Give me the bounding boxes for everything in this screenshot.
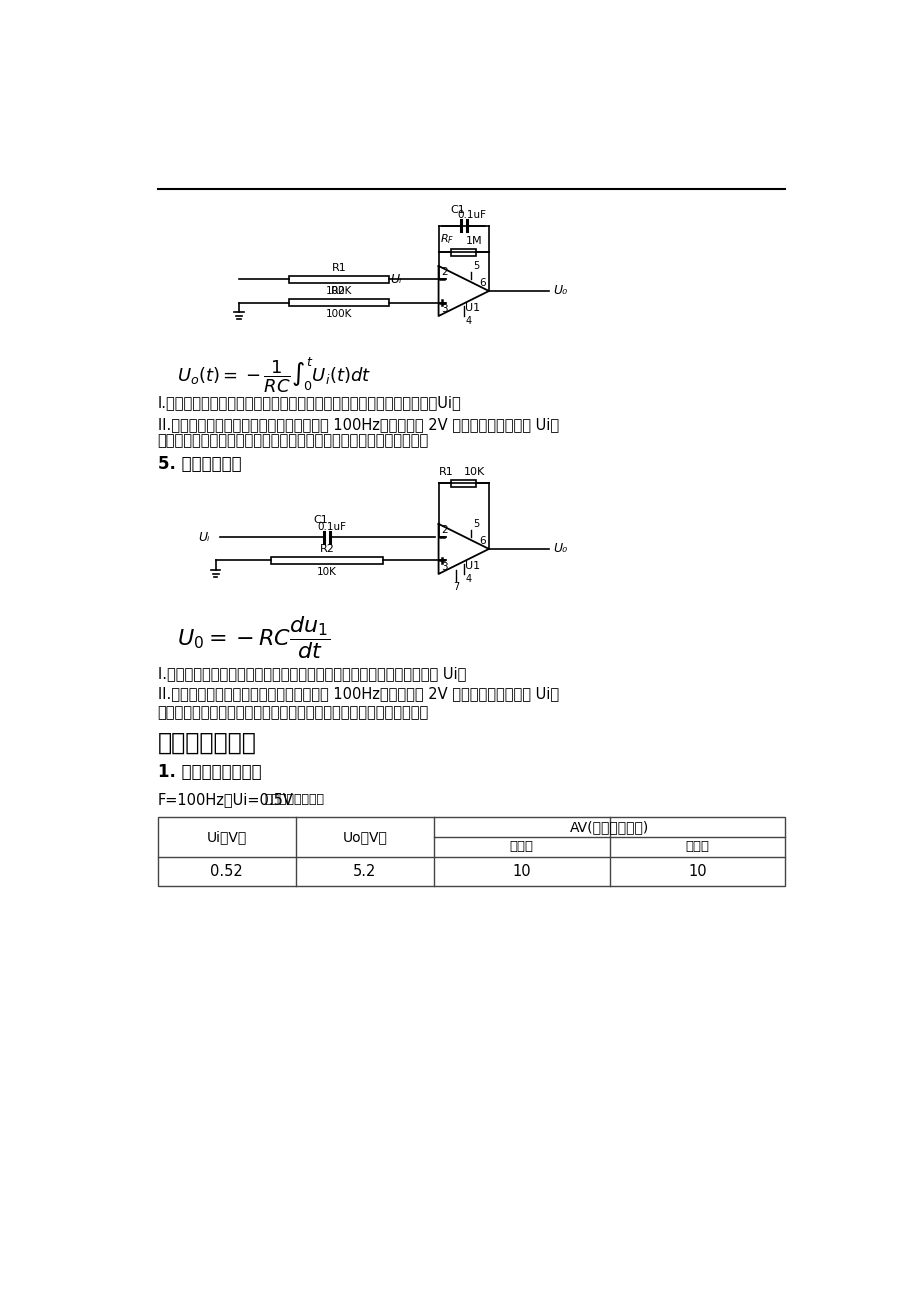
Text: 6: 6 — [479, 536, 486, 546]
Text: 100K: 100K — [325, 286, 352, 297]
Text: $U_0=-RC\dfrac{du_1}{dt}$: $U_0=-RC\dfrac{du_1}{dt}$ — [176, 615, 330, 660]
Text: C1: C1 — [313, 516, 328, 525]
Text: R1: R1 — [331, 263, 346, 273]
Text: 1M: 1M — [466, 237, 482, 246]
Text: AV(电压放大倍数): AV(电压放大倍数) — [570, 820, 649, 833]
Text: 4: 4 — [465, 574, 471, 585]
Text: Uᵢ: Uᵢ — [390, 273, 401, 286]
Text: Ui（V）: Ui（V） — [207, 829, 246, 844]
Text: I.　关闭系统电源。按微分电路如上图所示正确连接。连接信号源输出和 Ui。: I. 关闭系统电源。按微分电路如上图所示正确连接。连接信号源输出和 Ui。 — [157, 667, 466, 681]
Text: I.　关闭系统电源。按积分电路如上图所示正确连接。连接信号源输出和Ui。: I. 关闭系统电源。按积分电路如上图所示正确连接。连接信号源输出和Ui。 — [157, 395, 460, 410]
Text: 2: 2 — [440, 267, 447, 277]
Text: U1: U1 — [465, 561, 480, 570]
Text: R1: R1 — [439, 467, 454, 478]
Text: 0.1uF: 0.1uF — [457, 210, 485, 220]
Text: 五、实验结果：: 五、实验结果： — [157, 730, 256, 755]
Text: 2: 2 — [440, 525, 447, 535]
Text: 10K: 10K — [317, 568, 336, 577]
Text: 3: 3 — [440, 562, 447, 572]
Text: 0.52: 0.52 — [210, 865, 243, 879]
Text: （正弦交流信号）: （正弦交流信号） — [265, 793, 324, 806]
Text: 5: 5 — [472, 519, 479, 529]
Text: U₀: U₀ — [552, 543, 566, 556]
Bar — [157, 816, 785, 887]
Text: 4: 4 — [465, 316, 471, 327]
Bar — [450, 479, 476, 487]
Text: U₀: U₀ — [552, 285, 566, 297]
Text: 5: 5 — [472, 260, 479, 271]
Text: Uo（V）: Uo（V） — [342, 829, 387, 844]
Text: 实测値: 实测値 — [509, 840, 533, 853]
Text: 3: 3 — [440, 305, 447, 314]
Text: 100K: 100K — [325, 310, 352, 319]
Bar — [289, 276, 388, 284]
Text: II.　打开系统电源。调节信号源输出率约为 100Hz，峰峰値为 2V 的方波作为输入信号 Ui，: II. 打开系统电源。调节信号源输出率约为 100Hz，峰峰値为 2V 的方波作… — [157, 417, 558, 432]
Text: R2: R2 — [331, 286, 346, 297]
Text: 5. 微分运算电路: 5. 微分运算电路 — [157, 456, 241, 473]
Bar — [289, 298, 388, 306]
Text: II.　打开系统电源。调节信号源输出率约为 100Hz，峰峰値为 2V 的方波作为输入信号 Ui，: II. 打开系统电源。调节信号源输出率约为 100Hz，峰峰値为 2V 的方波作… — [157, 686, 558, 702]
Text: 10: 10 — [687, 865, 706, 879]
Text: 7: 7 — [453, 582, 460, 592]
Text: F=100Hz，Ui=0.5V: F=100Hz，Ui=0.5V — [157, 793, 293, 807]
Text: 计算値: 计算値 — [685, 840, 709, 853]
Text: 1. 反相比例运算电路: 1. 反相比例运算电路 — [157, 763, 261, 781]
Text: 打开直流开关，输出端接示波器，可观察到三角波波形输出并记录之。: 打开直流开关，输出端接示波器，可观察到三角波波形输出并记录之。 — [157, 434, 428, 449]
Text: 10: 10 — [512, 865, 530, 879]
Text: $R_F$: $R_F$ — [439, 233, 453, 246]
Text: 6: 6 — [479, 277, 486, 288]
Text: U1: U1 — [465, 303, 480, 312]
Text: C1: C1 — [449, 204, 464, 215]
Text: Uᵢ: Uᵢ — [198, 531, 210, 544]
Text: 5.2: 5.2 — [353, 865, 376, 879]
Bar — [450, 249, 476, 256]
Text: 0.1uF: 0.1uF — [317, 522, 346, 533]
Text: $U_o(t)=-\dfrac{1}{RC}\int_0^t U_i(t)dt$: $U_o(t)=-\dfrac{1}{RC}\int_0^t U_i(t)dt$ — [176, 357, 371, 396]
Text: 打开直流开关，输出端接示波器，可观察到尖顶波波形输出并记录之。: 打开直流开关，输出端接示波器，可观察到尖顶波波形输出并记录之。 — [157, 704, 428, 720]
Bar — [271, 557, 382, 564]
Text: R2: R2 — [320, 544, 335, 555]
Text: 10K: 10K — [463, 467, 484, 478]
